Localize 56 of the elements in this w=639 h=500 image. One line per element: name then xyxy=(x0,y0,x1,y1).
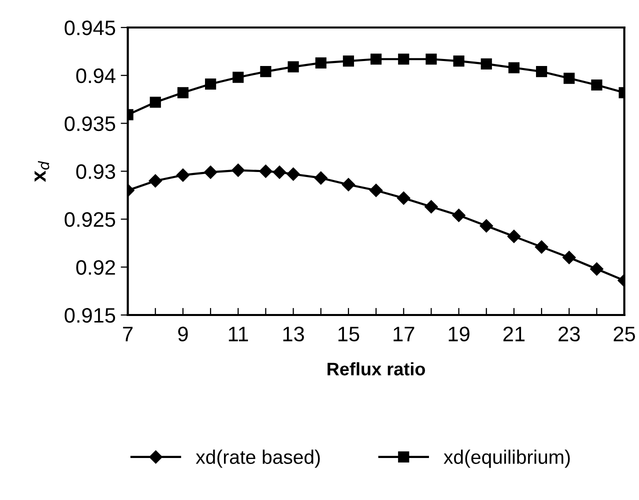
point xyxy=(507,230,521,244)
point xyxy=(398,54,410,65)
point xyxy=(315,57,326,69)
point xyxy=(342,178,356,192)
point xyxy=(426,54,437,65)
point xyxy=(148,174,162,188)
point xyxy=(452,208,466,222)
y-tick-label: 0.915 xyxy=(64,308,116,323)
point xyxy=(177,87,189,98)
x-tick-label: 25 xyxy=(614,326,636,342)
point xyxy=(534,240,548,254)
x-tick-label: 17 xyxy=(394,326,414,342)
point xyxy=(453,55,464,67)
point xyxy=(272,166,286,179)
x-tick-label: 13 xyxy=(283,326,304,342)
point xyxy=(342,55,354,67)
point xyxy=(397,191,410,205)
point xyxy=(150,96,161,108)
x-tick-label: 21 xyxy=(503,326,525,342)
point xyxy=(591,79,602,91)
point xyxy=(536,66,548,78)
x-tick-label: 7 xyxy=(123,326,133,342)
point xyxy=(259,164,272,178)
point xyxy=(288,61,299,72)
legend-label: xd(equilibrium) xyxy=(444,450,570,468)
point xyxy=(260,66,272,78)
x-tick-label: 19 xyxy=(448,326,470,342)
point xyxy=(232,72,244,83)
point xyxy=(369,184,383,198)
point xyxy=(176,168,190,182)
x-tick-label: 15 xyxy=(338,326,360,342)
y-tick-label: 0.93 xyxy=(76,164,116,180)
y-tick-label: 0.935 xyxy=(64,116,116,132)
point xyxy=(480,219,493,232)
point xyxy=(204,166,218,179)
point xyxy=(232,164,245,177)
point xyxy=(564,72,575,84)
x-tick-label: 9 xyxy=(178,326,188,342)
y-tick-label: 0.925 xyxy=(64,212,116,227)
x-tick-label: 23 xyxy=(558,326,580,342)
legend-label: xd(rate based) xyxy=(196,450,320,468)
point xyxy=(370,54,382,65)
point xyxy=(424,200,438,214)
y-tick-label: 0.92 xyxy=(76,260,115,275)
x-tick-label: 11 xyxy=(228,326,248,342)
point xyxy=(562,250,576,264)
y-tick-label: 0.94 xyxy=(76,68,116,84)
point xyxy=(590,262,604,276)
point xyxy=(286,168,300,181)
point xyxy=(204,78,216,90)
y-tick-label: 0.945 xyxy=(64,20,116,36)
y-axis-title: x$_{d}$ xyxy=(34,160,50,182)
point xyxy=(480,58,492,70)
point xyxy=(508,62,520,74)
point xyxy=(314,171,328,185)
x-axis-title: Reflux ratio xyxy=(328,362,426,376)
